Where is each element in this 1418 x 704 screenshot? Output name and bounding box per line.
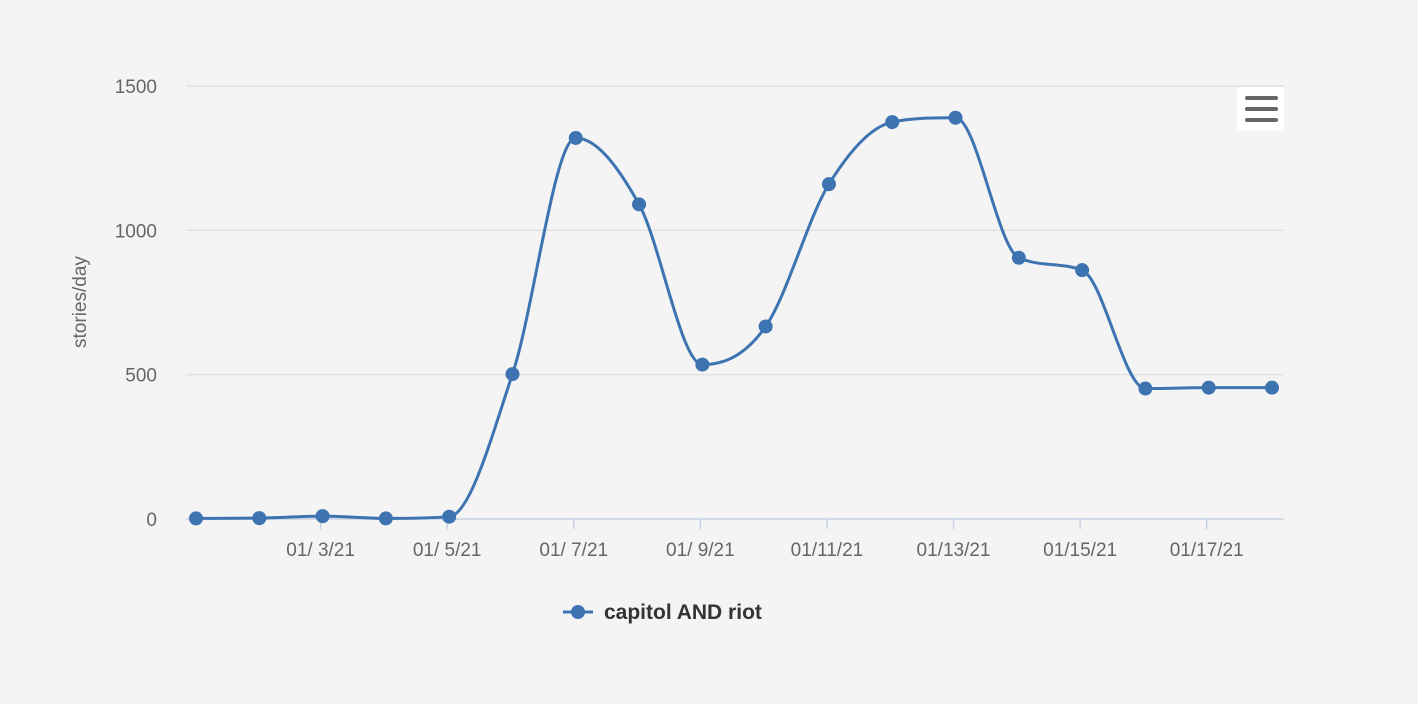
x-tick-label: 01/11/21 xyxy=(791,540,864,561)
x-tick-label: 01/ 9/21 xyxy=(666,540,735,561)
data-point[interactable] xyxy=(948,110,963,125)
x-tick-label: 01/15/21 xyxy=(1043,540,1117,561)
data-point[interactable] xyxy=(315,509,330,524)
legend-marker xyxy=(571,605,585,619)
series-points xyxy=(189,110,1279,526)
y-tick-label: 1000 xyxy=(115,221,157,242)
data-point[interactable] xyxy=(1075,263,1090,278)
legend-label: capitol AND riot xyxy=(604,601,762,624)
data-point[interactable] xyxy=(695,357,710,372)
data-point[interactable] xyxy=(885,115,900,130)
data-point[interactable] xyxy=(442,509,457,524)
x-axis-ticks: 01/ 3/21 01/ 5/21 01/ 7/21 01/ 9/21 01/11/21… xyxy=(286,519,1244,561)
data-point[interactable] xyxy=(505,367,520,382)
series-line xyxy=(195,116,1272,520)
hamburger-menu-icon xyxy=(1245,96,1278,122)
x-tick-label: 01/ 5/21 xyxy=(413,540,482,561)
grid-lines xyxy=(186,85,1284,376)
series-line-group xyxy=(195,116,1272,520)
data-point[interactable] xyxy=(1138,381,1153,396)
y-tick-label: 0 xyxy=(146,510,157,531)
legend[interactable]: capitol AND riot xyxy=(563,601,762,624)
y-axis-title: stories/day xyxy=(70,256,91,348)
data-point[interactable] xyxy=(821,177,836,192)
data-point[interactable] xyxy=(252,511,267,526)
data-point[interactable] xyxy=(1201,380,1216,395)
x-tick-label: 01/ 7/21 xyxy=(539,540,608,561)
chart-menu-button[interactable] xyxy=(1237,87,1284,131)
x-tick-label: 01/17/21 xyxy=(1170,540,1244,561)
data-point[interactable] xyxy=(758,319,773,334)
data-point[interactable] xyxy=(568,130,583,145)
data-point[interactable] xyxy=(1265,380,1279,395)
data-point[interactable] xyxy=(378,511,393,526)
data-point[interactable] xyxy=(632,197,647,212)
data-point[interactable] xyxy=(1011,250,1026,265)
y-tick-label: 500 xyxy=(125,366,157,387)
x-tick-label: 01/13/21 xyxy=(917,540,991,561)
y-tick-label: 1500 xyxy=(115,77,157,98)
x-tick-label: 01/ 3/21 xyxy=(286,540,355,561)
data-point[interactable] xyxy=(189,511,203,526)
y-axis-ticks: 0 500 1000 1500 xyxy=(115,77,157,531)
